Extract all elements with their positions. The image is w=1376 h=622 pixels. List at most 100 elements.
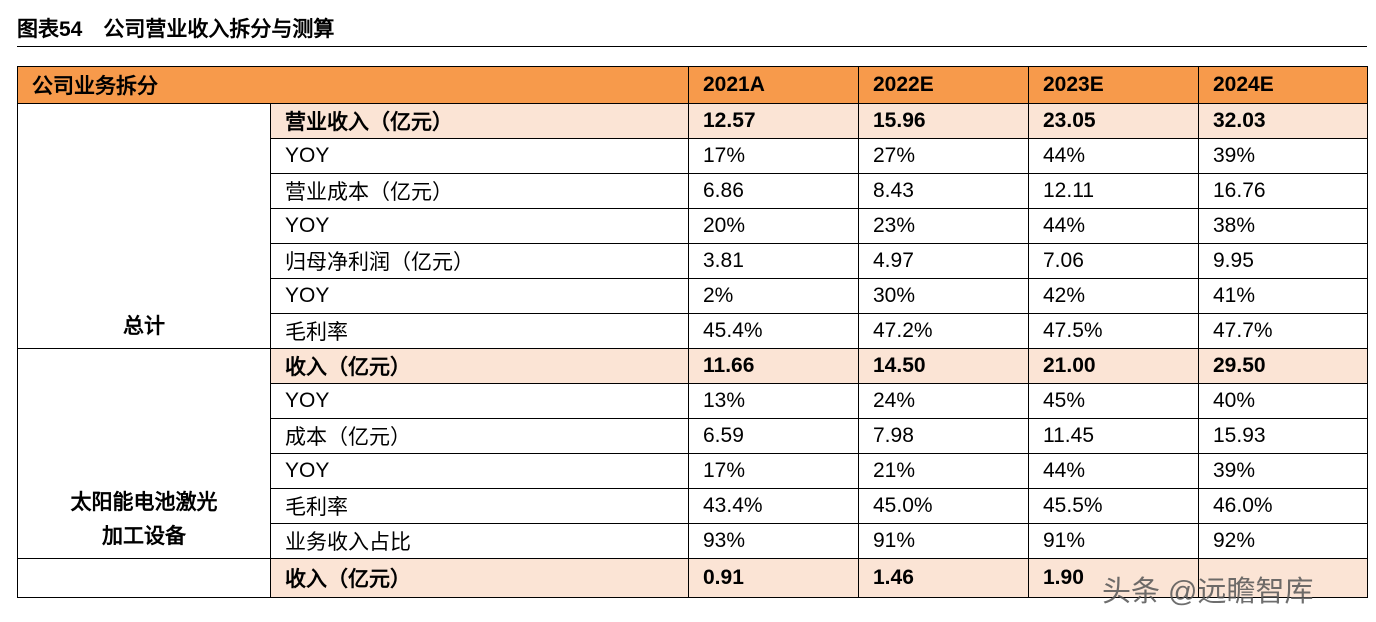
row-label: YOY <box>270 208 689 244</box>
value-cell: 21% <box>858 453 1029 489</box>
value-cell: 41% <box>1198 278 1368 314</box>
value-cell: 45.5% <box>1028 488 1199 524</box>
value-cell: 45% <box>1028 383 1199 419</box>
value-cell: 6.86 <box>688 173 859 209</box>
row-label: 营业成本（亿元） <box>270 173 689 209</box>
row-label: 归母净利润（亿元） <box>270 243 689 279</box>
value-cell: 0.91 <box>688 558 859 598</box>
value-cell: 32.03 <box>1198 103 1368 139</box>
value-cell: 43.4% <box>688 488 859 524</box>
table-row: 业务收入占比 93% 91% 91% 92% <box>18 523 1368 559</box>
value-cell: 6.59 <box>688 418 859 454</box>
value-cell: 39% <box>1198 138 1368 174</box>
group-label: 总计 <box>17 103 271 349</box>
table-row: 毛利率 45.4% 47.2% 47.5% 47.7% <box>18 313 1368 349</box>
value-cell: 38% <box>1198 208 1368 244</box>
header-cell: 2022E <box>858 66 1029 104</box>
table-row: YOY 17% 27% 44% 39% <box>18 138 1368 174</box>
value-cell: 92% <box>1198 523 1368 559</box>
data-table: 公司业务拆分 2021A 2022E 2023E 2024E 总计 营业收入（亿元） 12.5… <box>17 66 1368 598</box>
value-cell: 12.57 <box>688 103 859 139</box>
value-cell: 93% <box>688 523 859 559</box>
group-label-line: 太阳能电池激光 <box>70 491 218 514</box>
value-cell: 13% <box>688 383 859 419</box>
value-cell: 7.98 <box>858 418 1029 454</box>
value-cell: 1.90 <box>1028 558 1199 598</box>
value-cell: 15.93 <box>1198 418 1368 454</box>
value-cell: 24% <box>858 383 1029 419</box>
value-cell: 17% <box>688 138 859 174</box>
value-cell: 91% <box>858 523 1029 559</box>
watermark: 头条 @远瞻智库 <box>1102 576 1314 608</box>
value-cell: 17% <box>688 453 859 489</box>
value-cell: 42% <box>1028 278 1199 314</box>
row-label: 毛利率 <box>270 488 689 524</box>
table-row: YOY 17% 21% 44% 39% <box>18 453 1368 489</box>
table-row: 太阳能电池激光 加工设备 收入（亿元） 11.66 14.50 21.00 29.50 <box>17 348 1368 559</box>
value-cell: 27% <box>858 138 1029 174</box>
header-cell: 2021A <box>688 66 859 104</box>
value-cell: 11.66 <box>688 348 859 384</box>
value-cell: 1.46 <box>858 558 1029 598</box>
value-cell: 3.81 <box>688 243 859 279</box>
value-cell: 12.11 <box>1028 173 1199 209</box>
value-cell: 44% <box>1028 138 1199 174</box>
value-cell: 30% <box>858 278 1029 314</box>
value-cell: 7.06 <box>1028 243 1199 279</box>
table-row: 成本（亿元） 6.59 7.98 11.45 15.93 <box>18 418 1368 454</box>
value-cell <box>1198 558 1368 598</box>
value-cell: 14.50 <box>858 348 1029 384</box>
value-cell: 16.76 <box>1198 173 1368 209</box>
value-cell: 8.43 <box>858 173 1029 209</box>
group-label-line: 加工设备 <box>102 525 186 548</box>
value-cell: 40% <box>1198 383 1368 419</box>
table-row: 营业成本（亿元） 6.86 8.43 12.11 16.76 <box>18 173 1368 209</box>
header-cell: 2024E <box>1198 66 1368 104</box>
row-label: YOY <box>270 278 689 314</box>
group-label <box>17 558 271 598</box>
value-cell: 21.00 <box>1028 348 1199 384</box>
value-cell: 44% <box>1028 208 1199 244</box>
table-row: 收入（亿元） 0.91 1.46 1.90 <box>17 558 1368 598</box>
value-cell: 45.0% <box>858 488 1029 524</box>
value-cell: 29.50 <box>1198 348 1368 384</box>
table-body: 公司业务拆分 2021A 2022E 2023E 2024E 总计 营业收入（亿元） 12.5… <box>17 66 1368 598</box>
row-label: YOY <box>270 453 689 489</box>
header-cell: 2023E <box>1028 66 1199 104</box>
value-cell: 47.2% <box>858 313 1029 349</box>
table-row: 归母净利润（亿元） 3.81 4.97 7.06 9.95 <box>18 243 1368 279</box>
table-row: YOY 20% 23% 44% 38% <box>18 208 1368 244</box>
value-cell: 44% <box>1028 453 1199 489</box>
row-label: 毛利率 <box>270 313 689 349</box>
value-cell: 47.5% <box>1028 313 1199 349</box>
value-cell: 47.7% <box>1198 313 1368 349</box>
value-cell: 20% <box>688 208 859 244</box>
table-row: 总计 营业收入（亿元） 12.57 15.96 23.05 32.03 <box>17 103 1368 349</box>
table-row: 毛利率 43.4% 45.0% 45.5% 46.0% <box>18 488 1368 524</box>
value-cell: 91% <box>1028 523 1199 559</box>
value-cell: 4.97 <box>858 243 1029 279</box>
value-cell: 2% <box>688 278 859 314</box>
figure-title: 图表54 公司营业收入拆分与测算 <box>17 14 1367 47</box>
row-label: 收入（亿元） <box>270 348 689 384</box>
header-cell: 公司业务拆分 <box>17 66 689 104</box>
value-cell: 46.0% <box>1198 488 1368 524</box>
value-cell: 15.96 <box>858 103 1029 139</box>
value-cell: 39% <box>1198 453 1368 489</box>
row-label: 成本（亿元） <box>270 418 689 454</box>
table-row: YOY 2% 30% 42% 41% <box>18 278 1368 314</box>
row-label: YOY <box>270 383 689 419</box>
value-cell: 9.95 <box>1198 243 1368 279</box>
value-cell: 23.05 <box>1028 103 1199 139</box>
group-label-line: 总计 <box>123 315 165 338</box>
group-label: 太阳能电池激光 加工设备 <box>17 348 271 559</box>
row-label: 营业收入（亿元） <box>270 103 689 139</box>
value-cell: 45.4% <box>688 313 859 349</box>
header-row: 公司业务拆分 2021A 2022E 2023E 2024E <box>17 66 1368 104</box>
value-cell: 11.45 <box>1028 418 1199 454</box>
row-label: 业务收入占比 <box>270 523 689 559</box>
value-cell: 23% <box>858 208 1029 244</box>
row-label: 收入（亿元） <box>270 558 689 598</box>
row-label: YOY <box>270 138 689 174</box>
